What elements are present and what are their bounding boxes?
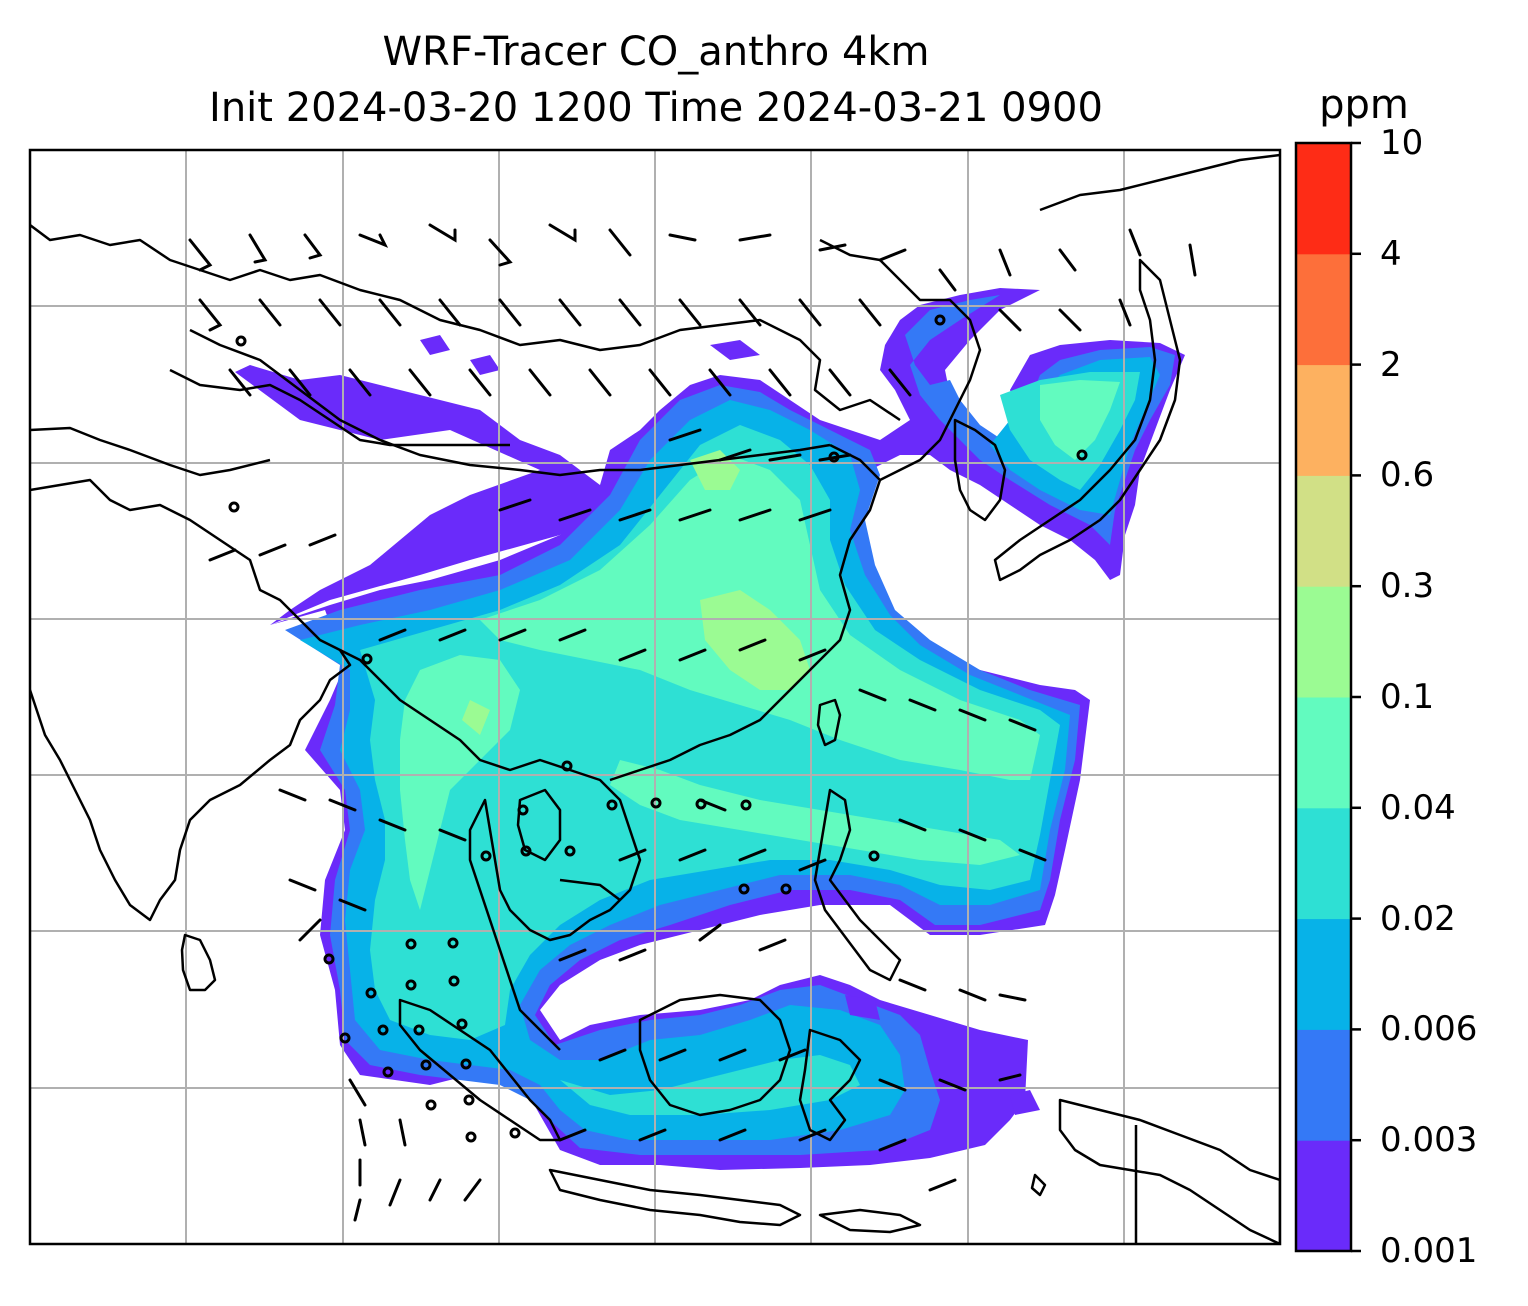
colorbar-unit-label: ppm [1319,82,1409,128]
colorbar-tick-label: 0.02 [1380,898,1456,939]
gridlines [30,150,1280,1244]
colorbar-tick-label: 0.04 [1380,787,1456,828]
colorbar-swatch [1296,253,1351,366]
colorbar-tick-label: 0.1 [1380,677,1435,717]
colorbar-swatch [1296,918,1351,1030]
map-title-line-1: WRF-Tracer CO_anthro 4km [382,29,930,75]
colorbar-swatch [1296,364,1351,476]
map-frame [28,148,1282,1246]
map-title-line-2: Init 2024-03-20 1200 Time 2024-03-21 090… [209,85,1103,131]
colorbar-swatch [1296,807,1351,920]
colorbar-tick-label: 4 [1380,233,1402,274]
colorbar [1294,141,1361,1253]
colorbar-swatch [1296,697,1351,809]
colorbar-tick-label: 0.3 [1380,566,1435,607]
colorbar-tick-label: 10 [1380,123,1424,163]
colorbar-tick-label: 0.001 [1380,1231,1478,1271]
wind-barbs [188,223,1197,1222]
colorbar-swatch [1296,1140,1351,1252]
tracer-field [235,288,1185,1170]
colorbar-tick-label: 0.003 [1380,1120,1478,1161]
colorbar-tick-label: 0.6 [1380,455,1435,496]
tracer-band-0.02 [360,372,1140,1115]
colorbar-swatch [1296,475,1351,587]
colorbar-swatch [1296,143,1351,255]
calm-wind-circles [228,314,1088,1143]
colorbar-tick-label: 2 [1380,344,1402,385]
tracer-band-0.1 [462,450,810,735]
colorbar-tick-label: 0.006 [1380,1009,1478,1050]
colorbar-swatch [1296,1029,1351,1141]
colorbar-swatch [1296,586,1351,698]
